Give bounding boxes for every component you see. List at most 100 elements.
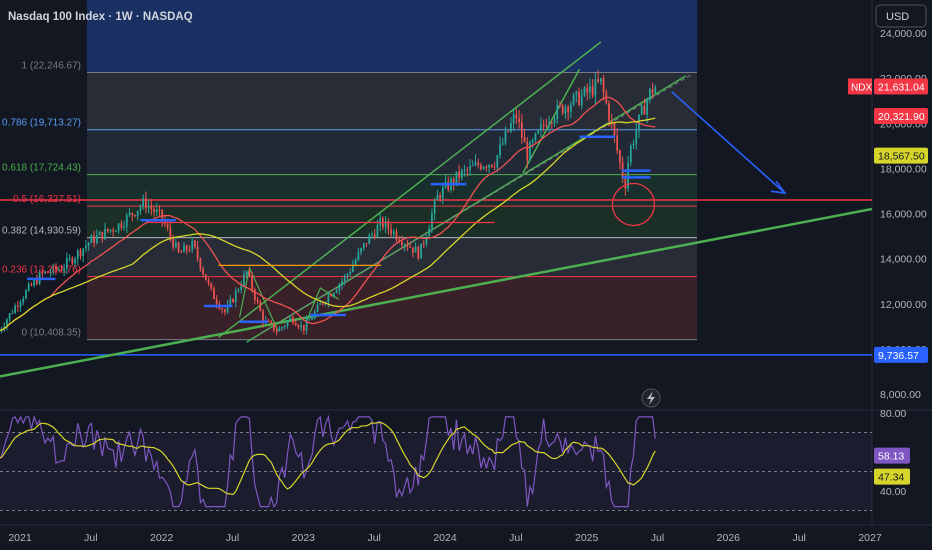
candle-body (278, 328, 281, 332)
candle-body (65, 258, 68, 269)
rsi-value-box (874, 468, 910, 485)
currency-button[interactable]: USD (875, 4, 927, 28)
candle-body (335, 290, 338, 293)
candle-body (305, 319, 308, 331)
candle-body (93, 235, 95, 243)
candle-body (485, 167, 488, 169)
candle-body (273, 323, 275, 331)
candle-body (204, 274, 207, 281)
candle-body (131, 212, 134, 215)
candle-body (420, 243, 422, 259)
candle-body (403, 244, 406, 246)
candle-body (392, 231, 395, 235)
fib-zone (87, 276, 697, 340)
candle-body (360, 248, 362, 253)
candle-body (55, 265, 57, 270)
price-label-box (874, 107, 928, 124)
price-axis-tick: 14,000.00 (880, 254, 927, 266)
price-label-box (874, 346, 928, 363)
fib-level-label: 1 (22,246.67) (22, 61, 82, 72)
candle-body (226, 305, 229, 313)
time-axis-tick: 2024 (433, 532, 457, 544)
candle-body (395, 231, 398, 240)
projection-arrow-head (770, 180, 787, 195)
candle-body (493, 166, 496, 168)
candle-body (213, 288, 215, 300)
candle-body (185, 245, 188, 251)
candle-body (431, 213, 433, 229)
candle-body (79, 250, 82, 257)
candle-body (316, 304, 319, 312)
rsi-moving-average (0, 421, 656, 496)
candle-body (531, 140, 534, 143)
candle-body (376, 224, 379, 237)
candle-body (221, 308, 224, 310)
rsi-band-fill (0, 432, 872, 511)
candle-body (207, 280, 210, 284)
candle-body (422, 243, 425, 245)
candle-body (357, 252, 360, 261)
candle-body (477, 162, 480, 166)
channel-mid-line (260, 73, 694, 334)
candle-body (597, 79, 599, 82)
candle-body (619, 150, 621, 163)
candle-body (172, 237, 174, 248)
candle-body (275, 330, 278, 332)
fib-level-label: 0.786 (19,713.27) (2, 118, 81, 129)
candle-body (283, 325, 286, 328)
candle-body (117, 223, 120, 232)
candle-body (52, 265, 55, 273)
candle-body (488, 164, 491, 168)
candle-body (343, 276, 346, 282)
candle-body (567, 106, 570, 112)
price-label-box (874, 78, 928, 95)
candle-body (101, 231, 104, 240)
fib-level-label: 0 (10,408.35) (22, 328, 82, 339)
candle-body (3, 326, 6, 329)
candle-body (106, 228, 109, 232)
candle-body (229, 299, 232, 306)
candle-body (580, 95, 583, 106)
symbol-tag-label: NDX (851, 82, 872, 93)
candle-body (134, 214, 136, 217)
lightning-icon[interactable] (641, 388, 661, 408)
candle-body (311, 318, 313, 320)
rsi-axis-tick: 40.00 (880, 486, 906, 498)
candle-body (289, 317, 292, 321)
candle-body (632, 143, 635, 146)
candle-body (41, 272, 44, 274)
candle-body (98, 231, 101, 236)
candle-body (63, 268, 66, 271)
candle-body (338, 284, 341, 291)
rsi-value-label: 47.34 (878, 472, 904, 484)
price-label-box (874, 147, 928, 164)
candle-body (469, 165, 471, 170)
candle-body (439, 194, 441, 199)
price-axis-tick: 24,000.00 (880, 28, 927, 40)
candle-body (496, 155, 499, 168)
candle-body (232, 299, 234, 303)
candle-body (174, 242, 177, 248)
candle-body (6, 319, 8, 327)
candle-body (455, 171, 458, 184)
candle-body (417, 246, 420, 259)
fib-level-label: 0.382 (14,930.59) (2, 226, 81, 237)
candle-body (490, 164, 493, 167)
inner-channel-line (522, 68, 581, 174)
candle-body (433, 200, 436, 214)
time-axis-tick: Jul (226, 532, 239, 544)
candle-body (616, 135, 619, 151)
candle-body (267, 320, 270, 322)
candle-body (300, 324, 303, 328)
projection-arrow (671, 91, 786, 194)
candle-body (341, 281, 343, 285)
time-axis-tick: 2021 (8, 532, 32, 544)
candle-body (575, 91, 578, 95)
candle-body (537, 130, 540, 134)
candle-body (406, 244, 409, 247)
time-axis-tick: 2023 (292, 532, 316, 544)
candle-body (319, 303, 322, 305)
candle-body (36, 279, 38, 284)
time-axis-tick: 2027 (858, 532, 882, 544)
